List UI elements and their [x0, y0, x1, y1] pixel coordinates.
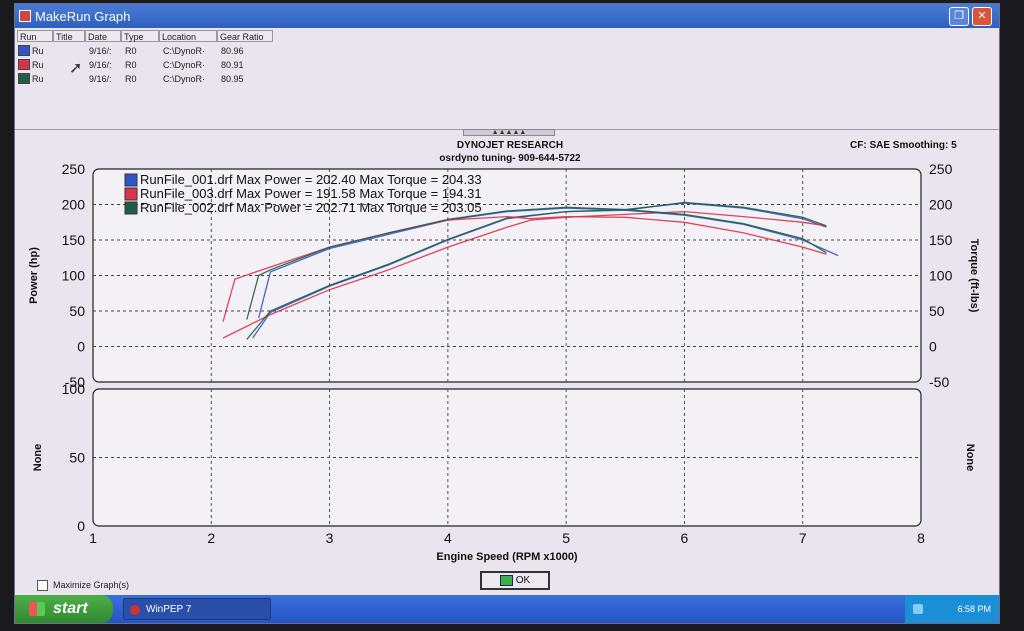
desktop-screen: MakeRun Graph ❐ ✕ Run Title Date Type Locati…	[14, 3, 1000, 624]
run-cell-location: C:\DynoR·	[163, 60, 206, 70]
legend-entry: RunFile_002.drf Max Power = 202.71 Max T…	[140, 200, 482, 215]
run-cell-location: C:\DynoR·	[163, 74, 206, 84]
run-color-swatch	[18, 73, 30, 84]
tray-icon	[913, 604, 923, 614]
aux-axis-label-right: None	[964, 444, 976, 472]
run-cell-gear-ratio: 80.91	[221, 60, 244, 70]
run-cell-location: C:\DynoR·	[163, 46, 206, 56]
restore-button[interactable]: ❐	[949, 7, 969, 26]
maximize-graph-checkbox[interactable]	[37, 580, 48, 591]
y-tick-label-left: 0	[77, 518, 85, 534]
x-tick-label: 5	[562, 530, 570, 546]
run-cell-type: R0	[125, 60, 137, 70]
y-tick-label-right: -50	[929, 374, 949, 390]
run-color-swatch	[18, 59, 30, 70]
legend-entry: RunFile_001.drf Max Power = 202.40 Max T…	[140, 172, 482, 187]
run-cell-run: Ru	[32, 60, 44, 70]
dyno-chart: 1 2 3 4 5 6 7 8 250 250 200 200 150 150 100 100 50 50 0 0 -5…	[28, 161, 980, 563]
company-title: DYNOJET RESEARCH	[456, 140, 564, 151]
run-cell-date: 9/16/:	[89, 60, 112, 70]
ok-icon	[499, 574, 513, 586]
close-button[interactable]: ✕	[972, 7, 992, 26]
x-tick-label: 2	[207, 530, 215, 546]
run-cell-gear-ratio: 80.95	[221, 74, 244, 84]
column-header-location[interactable]: Location	[159, 30, 217, 42]
y-tick-label-left: 100	[62, 381, 86, 397]
y-tick-label-right: 100	[929, 268, 953, 284]
column-header-title[interactable]: Title	[53, 30, 85, 42]
series-line-torque	[222, 215, 827, 322]
series-line-torque	[257, 207, 839, 319]
run-color-swatch	[18, 45, 30, 56]
x-tick-label: 7	[799, 530, 807, 546]
y-tick-label-right: 250	[929, 161, 953, 177]
run-cell-gear-ratio: 80.96	[221, 46, 244, 56]
run-cell-date: 9/16/:	[89, 46, 112, 56]
y-tick-label-left: 250	[62, 161, 86, 177]
column-header-gear-ratio[interactable]: Gear Ratio	[217, 30, 273, 42]
legend-swatch	[124, 201, 138, 215]
y-tick-label-left: 0	[77, 339, 85, 355]
aux-axis-label-left: None	[32, 444, 44, 472]
y-tick-label-left: -50	[65, 374, 85, 390]
x-tick-label: 3	[326, 530, 334, 546]
y-tick-label-right: 150	[929, 232, 953, 248]
window-title-bar: MakeRun Graph ❐ ✕	[15, 4, 999, 28]
windows-flag-icon	[29, 602, 45, 616]
y-tick-label-left: 50	[69, 450, 85, 466]
y-axis-label-right: Torque (ft-lbs)	[968, 239, 980, 313]
legend-swatch	[124, 173, 138, 187]
y-tick-label-left: 50	[69, 303, 85, 319]
run-cell-date: 9/16/:	[89, 74, 112, 84]
taskbar-item-winpep[interactable]: WinPEP 7	[123, 598, 271, 620]
taskbar: start WinPEP 7 6:58 PM	[15, 595, 999, 623]
y-tick-label-left: 200	[62, 197, 86, 213]
x-tick-label: 8	[917, 530, 925, 546]
start-button[interactable]: start	[15, 595, 113, 623]
system-tray: 6:58 PM	[905, 595, 999, 623]
splitter-handle[interactable]: ▲▲▲▲▲	[463, 129, 555, 136]
run-cell-type: R0	[125, 46, 137, 56]
x-tick-label: 4	[444, 530, 452, 546]
run-cell-type: R0	[125, 74, 137, 84]
column-header-type[interactable]: Type	[121, 30, 159, 42]
start-label: start	[53, 600, 88, 617]
ok-button[interactable]: OK	[480, 571, 550, 590]
series-line-power	[246, 201, 827, 340]
y-tick-label-left: 150	[62, 232, 86, 248]
x-tick-label: 1	[89, 530, 97, 546]
y-axis-label-left: Power (hp)	[28, 247, 40, 304]
maximize-graph-label: Maximize Graph(s)	[53, 580, 130, 590]
y-tick-label-left: 100	[62, 268, 86, 284]
x-tick-label: 6	[681, 530, 689, 546]
y-tick-label-right: 50	[929, 303, 945, 319]
window-title: MakeRun Graph	[35, 9, 131, 24]
column-header-run[interactable]: Run	[17, 30, 53, 42]
legend-swatch	[124, 187, 138, 201]
legend-entry: RunFile_003.drf Max Power = 191.58 Max T…	[140, 186, 482, 201]
y-tick-label-right: 200	[929, 197, 953, 213]
run-cell-run: Ru	[32, 74, 44, 84]
series-line-power	[222, 210, 827, 339]
winpep-icon	[130, 605, 140, 615]
taskbar-item-label: WinPEP 7	[146, 604, 192, 615]
ok-label: OK	[515, 575, 531, 586]
mouse-cursor-icon: ➚	[69, 60, 83, 77]
correction-smoothing-label: CF: SAE Smoothing: 5	[850, 140, 957, 151]
run-cell-run: Ru	[32, 46, 44, 56]
column-header-date[interactable]: Date	[85, 30, 121, 42]
x-axis-label: Engine Speed (RPM x1000)	[436, 551, 578, 563]
series-line-torque	[246, 206, 827, 320]
app-icon	[19, 10, 31, 22]
shop-subtitle: osrdyno tuning- 909-644-5722	[439, 153, 581, 164]
clock: 6:58 PM	[957, 604, 991, 614]
y-tick-label-right: 0	[929, 339, 937, 355]
